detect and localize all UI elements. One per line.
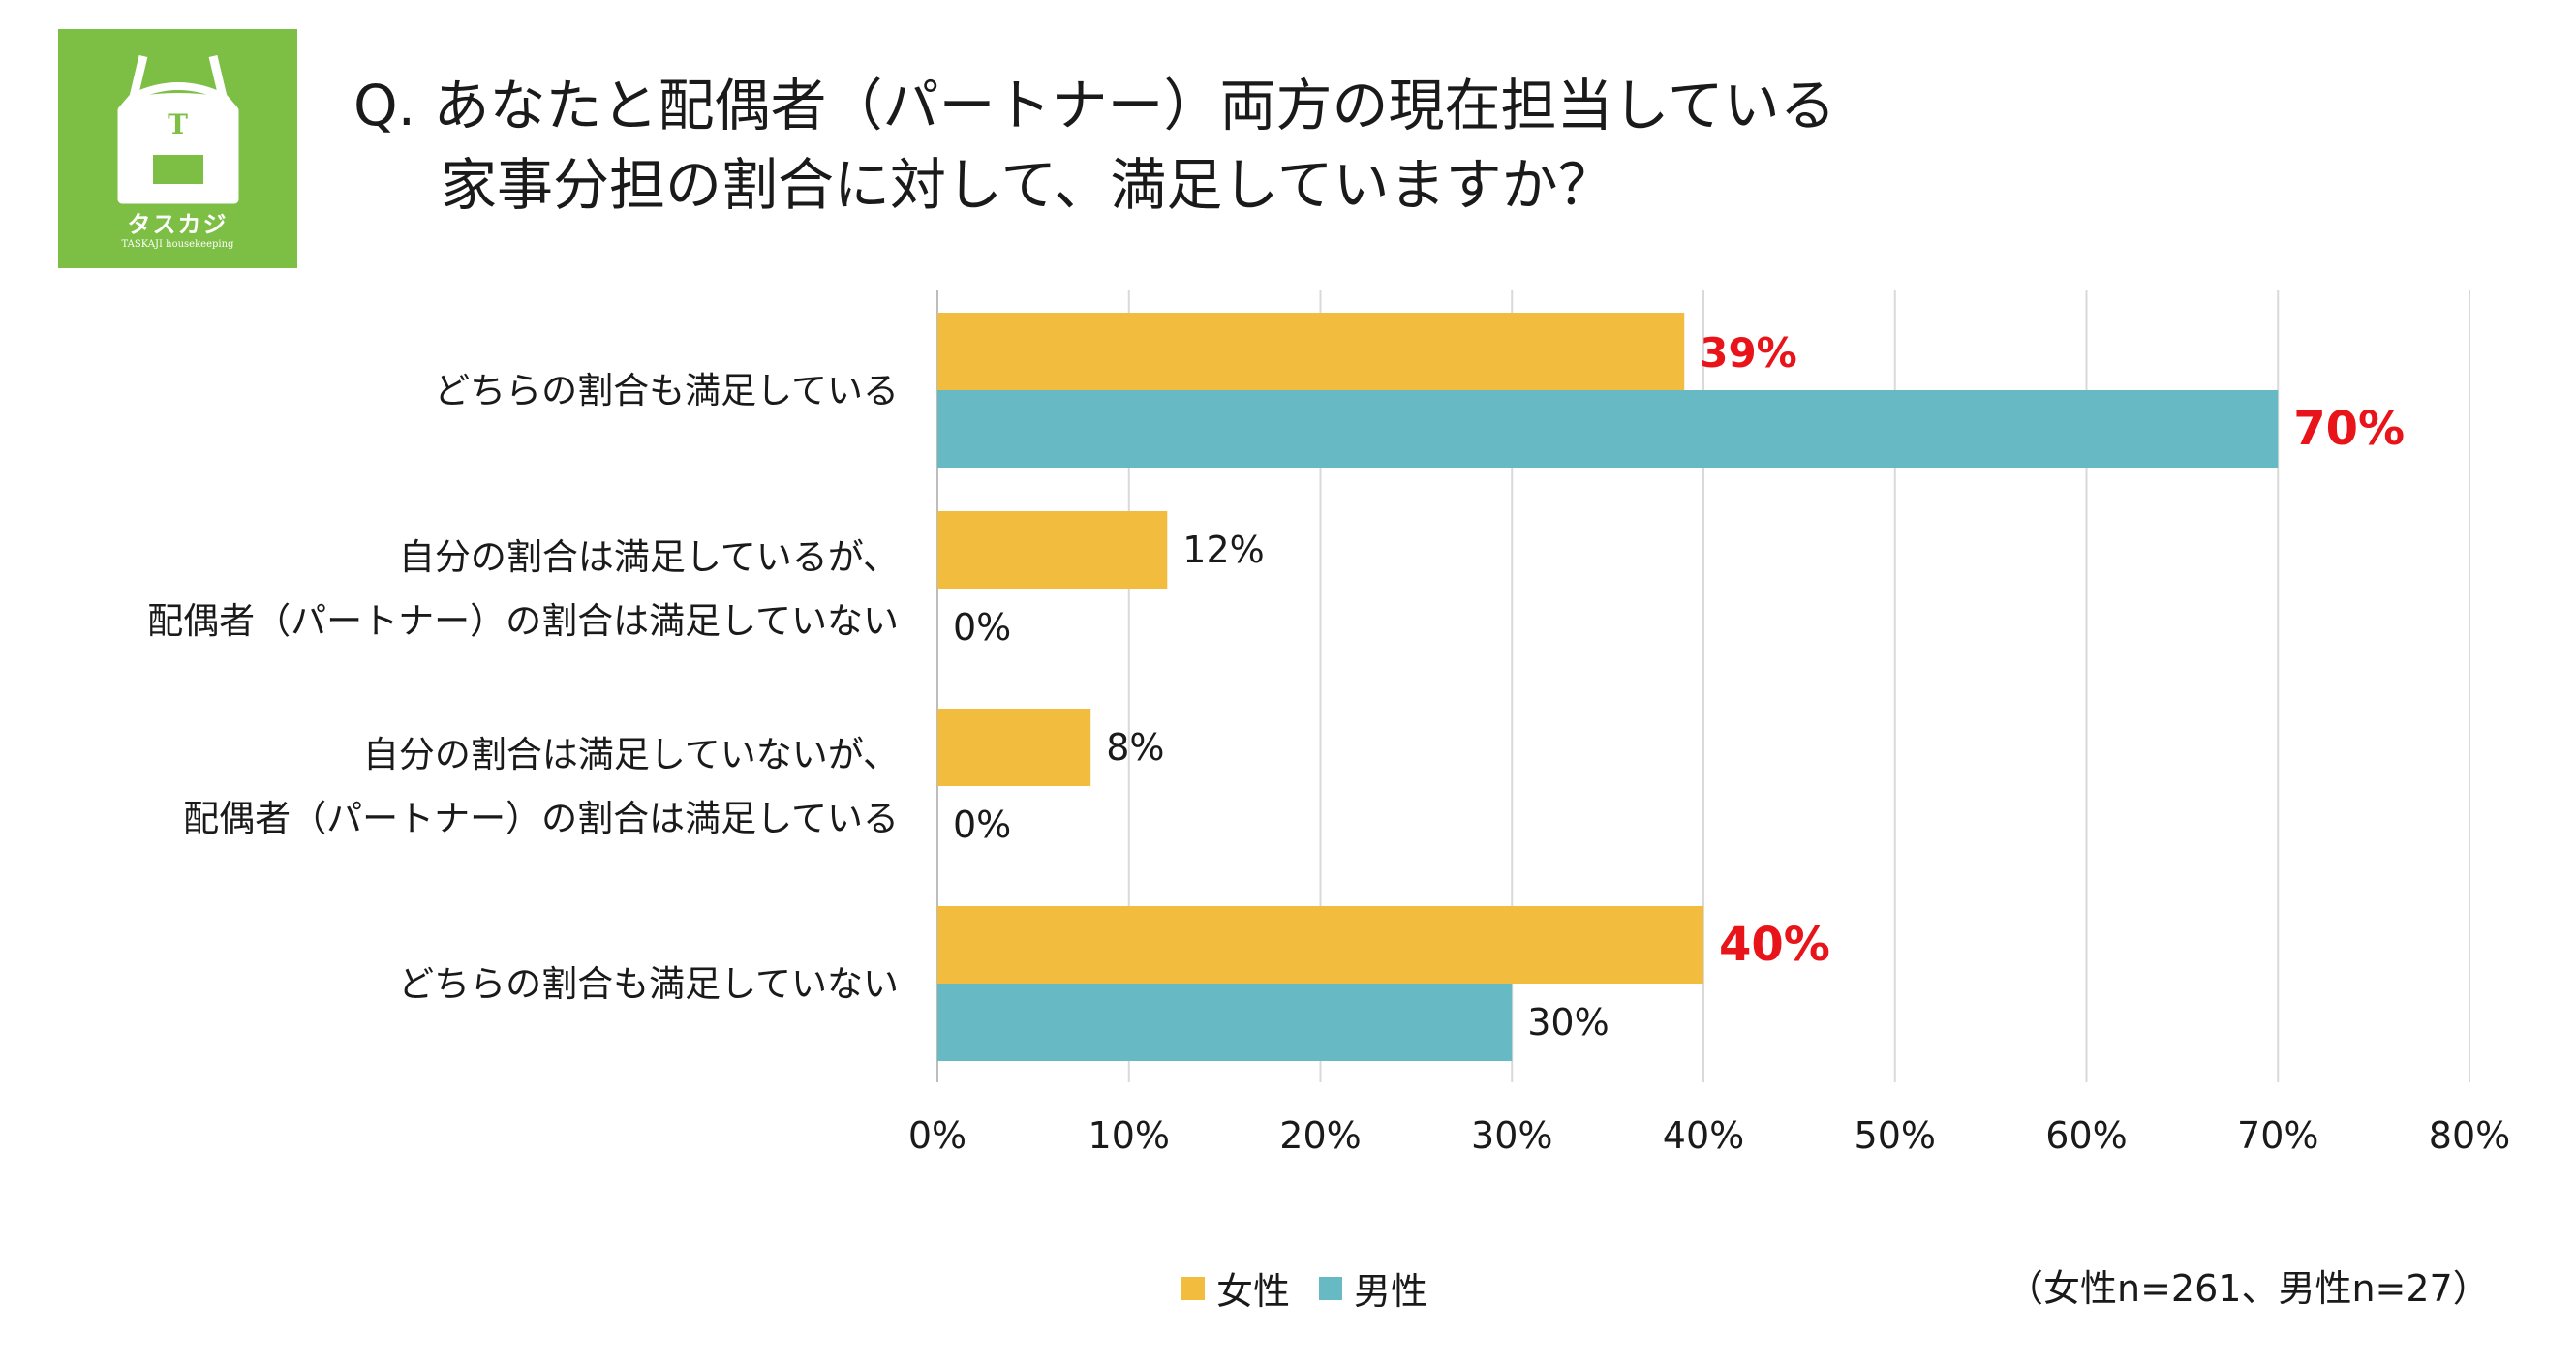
- legend-label-female: 女性: [1216, 1270, 1291, 1313]
- category-label: 自分の割合は満足していないが、: [363, 734, 899, 775]
- x-tick-label: 30%: [1471, 1114, 1552, 1157]
- category-label: 配偶者（パートナー）の割合は満足している: [183, 798, 899, 839]
- x-tick-label: 50%: [1855, 1114, 1936, 1157]
- bar-female: [937, 313, 1685, 390]
- category-label: どちらの割合も満足していない: [398, 963, 899, 1005]
- bar-female: [937, 709, 1091, 786]
- legend-swatch-male: [1319, 1276, 1343, 1300]
- x-tick-label: 0%: [908, 1114, 966, 1157]
- logo-name: タスカジ: [127, 211, 229, 238]
- data-label: 0%: [953, 804, 1011, 846]
- bar-female: [937, 511, 1168, 589]
- sample-size-note: （女性n=261、男性n=27）: [2007, 1267, 2490, 1310]
- x-tick-label: 40%: [1663, 1114, 1744, 1157]
- bar-female: [937, 906, 1703, 984]
- apron-icon: [117, 54, 239, 204]
- x-tick-label: 70%: [2237, 1114, 2318, 1157]
- x-tick-label: 60%: [2045, 1114, 2127, 1157]
- legend: 女性 男性: [1181, 1261, 1457, 1315]
- legend-swatch-female: [1181, 1276, 1205, 1300]
- bar-male: [937, 390, 2279, 468]
- data-label: 0%: [953, 606, 1011, 649]
- bar-chart: 0% 10% 20% 30% 40% 50% 60% 70% 80% どちらの割合も満足している自…: [147, 290, 2510, 1157]
- data-label: 70%: [2293, 402, 2405, 456]
- title-line-2: 家事分担の割合に対して、満足していますか？: [441, 152, 1614, 218]
- category-label: 自分の割合は満足しているが、: [399, 536, 899, 578]
- data-label: 8%: [1106, 726, 1164, 769]
- x-tick-label: 80%: [2429, 1114, 2510, 1157]
- logo: T タスカジ TASKAJI housekeeping: [58, 29, 297, 268]
- title-line-1: Q. あなたと配偶者（パートナー）両方の現在担当している: [353, 73, 1836, 138]
- data-label: 30%: [1527, 1001, 1609, 1044]
- bar-male: [937, 984, 1513, 1061]
- legend-item-male: 男性: [1319, 1261, 1427, 1315]
- legend-item-female: 女性: [1181, 1261, 1290, 1315]
- x-tick-label: 10%: [1089, 1114, 1170, 1157]
- apron-letter: T: [168, 108, 188, 140]
- legend-label-male: 男性: [1354, 1270, 1428, 1313]
- data-label: 39%: [1700, 329, 1797, 377]
- data-label: 40%: [1719, 918, 1830, 972]
- x-tick-label: 20%: [1279, 1114, 1361, 1157]
- data-label: 12%: [1182, 529, 1264, 571]
- page-title: Q. あなたと配偶者（パートナー）両方の現在担当している 家事分担の割合に対して…: [353, 66, 1836, 225]
- category-label: どちらの割合も満足している: [434, 370, 899, 411]
- category-label: 配偶者（パートナー）の割合は満足していない: [147, 600, 899, 642]
- logo-tagline: TASKAJI housekeeping: [121, 239, 234, 250]
